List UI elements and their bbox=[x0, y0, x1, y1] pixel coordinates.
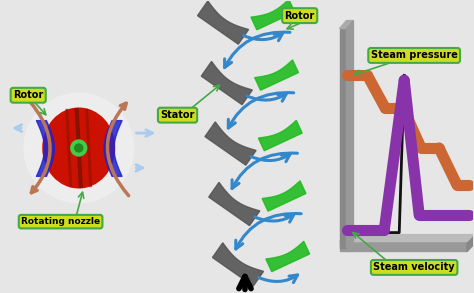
Text: Rotor: Rotor bbox=[284, 11, 315, 21]
Polygon shape bbox=[346, 21, 354, 248]
Polygon shape bbox=[467, 235, 474, 251]
Ellipse shape bbox=[24, 93, 134, 203]
Polygon shape bbox=[251, 0, 295, 30]
Polygon shape bbox=[266, 241, 310, 272]
Text: Rotor: Rotor bbox=[13, 90, 43, 100]
Polygon shape bbox=[205, 122, 256, 165]
Ellipse shape bbox=[43, 108, 115, 188]
Bar bbox=[339, 28, 346, 248]
Text: Rotating nozzle: Rotating nozzle bbox=[21, 217, 100, 226]
Bar bbox=[339, 241, 467, 251]
Polygon shape bbox=[209, 182, 260, 226]
Polygon shape bbox=[255, 60, 299, 90]
Text: Stator: Stator bbox=[160, 110, 195, 120]
Text: Steam velocity: Steam velocity bbox=[374, 263, 455, 272]
Circle shape bbox=[71, 140, 87, 156]
Polygon shape bbox=[201, 62, 252, 105]
Circle shape bbox=[75, 144, 83, 152]
Polygon shape bbox=[258, 120, 302, 151]
Polygon shape bbox=[262, 181, 306, 211]
Polygon shape bbox=[212, 243, 264, 286]
Polygon shape bbox=[339, 235, 474, 241]
Polygon shape bbox=[198, 1, 248, 44]
Text: Steam pressure: Steam pressure bbox=[371, 50, 457, 60]
Polygon shape bbox=[339, 21, 354, 28]
